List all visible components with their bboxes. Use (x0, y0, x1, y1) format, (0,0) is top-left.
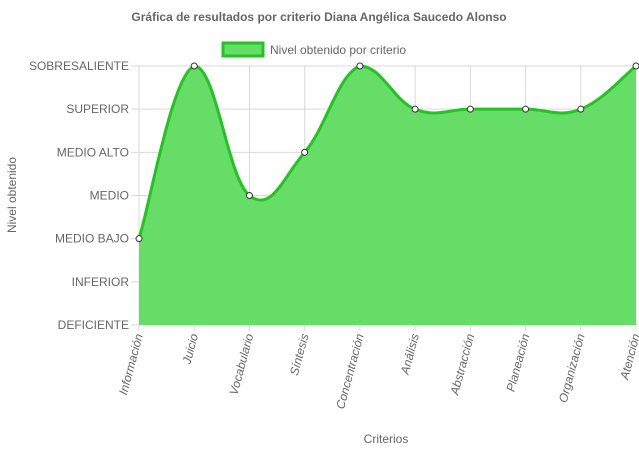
data-point[interactable] (411, 105, 419, 113)
x-axis-title: Criterios (364, 432, 409, 446)
y-tick-label: MEDIO BAJO (55, 232, 129, 246)
y-tick-label: MEDIO (90, 189, 129, 203)
x-tick-label: Organización (556, 332, 588, 404)
y-axis-title: Nivel obtenido (5, 157, 19, 233)
point-layer (135, 62, 639, 243)
y-tick-label: SUPERIOR (66, 102, 129, 116)
chart-title: Gráfica de resultados por criterio Diana… (131, 10, 506, 24)
data-point[interactable] (301, 148, 309, 156)
x-tick-label: Vocabulario (227, 332, 257, 397)
x-tick-label: Concentración (333, 332, 367, 411)
y-tick-label: INFERIOR (72, 275, 130, 289)
x-tick-label: Síntesis (287, 332, 312, 377)
data-point[interactable] (245, 192, 253, 199)
x-axis-ticks: Información Juicio Vocabulario Síntesis Conc… (116, 332, 639, 411)
series-area (139, 66, 636, 325)
y-tick-label: MEDIO ALTO (57, 145, 129, 159)
data-point[interactable] (632, 62, 639, 70)
x-tick-label: Abstracción (447, 332, 477, 397)
legend[interactable]: Nivel obtenido por criterio (221, 41, 406, 58)
x-tick-label: Información (116, 332, 146, 396)
x-tick-label: Análisis (398, 332, 422, 377)
data-point[interactable] (190, 62, 198, 70)
y-tick-label: DEFICIENTE (58, 318, 129, 332)
legend-label: Nivel obtenido por criterio (270, 43, 406, 57)
y-tick-label: SOBRESALIENTE (29, 59, 129, 73)
legend-swatch (221, 41, 265, 58)
data-point[interactable] (356, 62, 364, 70)
data-point[interactable] (522, 105, 530, 113)
x-tick-label: Atención (617, 332, 639, 382)
data-point[interactable] (577, 105, 585, 113)
x-tick-label: Planeación (504, 332, 533, 393)
area-layer (137, 64, 637, 325)
y-axis-ticks: DEFICIENTE INFERIOR MEDIO BAJO MEDIO MEDIO A… (29, 59, 129, 332)
data-point[interactable] (135, 235, 143, 243)
data-point[interactable] (466, 105, 474, 113)
x-tick-label: Juicio (179, 332, 201, 367)
